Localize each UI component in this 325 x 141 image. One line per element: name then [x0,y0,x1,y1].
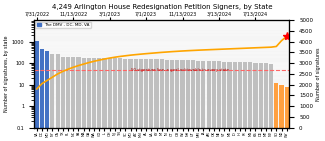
Legend: The DMV - DC, MD, VA: The DMV - DC, MD, VA [35,22,91,28]
Bar [248,62,252,141]
Bar [113,58,117,141]
Bar [118,58,122,141]
Bar [50,54,55,141]
Bar [154,59,159,141]
Bar [108,58,112,141]
Bar [206,61,211,141]
Bar [280,85,284,141]
Bar [238,62,242,141]
Bar [160,59,164,141]
Y-axis label: Number of signatures, by state: Number of signatures, by state [4,36,9,112]
Bar [165,60,169,141]
Bar [222,61,226,141]
Bar [40,49,44,141]
Bar [139,59,143,141]
Bar [274,83,279,141]
Bar [123,59,127,141]
Bar [175,60,179,141]
Bar [128,59,133,141]
Bar [269,64,273,141]
Bar [76,58,81,141]
Bar [56,54,60,141]
Bar [196,60,200,141]
Bar [259,63,263,141]
Bar [149,59,153,141]
Bar [66,57,70,141]
Bar [92,58,96,141]
Bar [264,63,268,141]
Bar [71,57,75,141]
Bar [35,41,39,141]
Bar [170,60,174,141]
Bar [186,60,190,141]
Bar [134,59,138,141]
Bar [87,58,91,141]
Bar [201,61,205,141]
Bar [243,62,247,141]
Bar [45,51,49,141]
Bar [217,61,221,141]
Bar [97,58,101,141]
Y-axis label: Number of signatures: Number of signatures [316,47,321,101]
Bar [212,61,216,141]
Bar [285,87,289,141]
Title: 4,249 Arlington House Redesignation Petition Signers, by State: 4,249 Arlington House Redesignation Peti… [51,4,272,10]
Bar [82,58,86,141]
Text: 50-signature line, a goal achievable in every state: 50-signature line, a goal achievable in … [131,68,228,72]
Bar [61,57,65,141]
Bar [180,60,185,141]
Bar [254,63,258,141]
Bar [227,62,231,141]
Bar [233,62,237,141]
Bar [144,59,148,141]
Bar [102,58,107,141]
Bar [191,60,195,141]
